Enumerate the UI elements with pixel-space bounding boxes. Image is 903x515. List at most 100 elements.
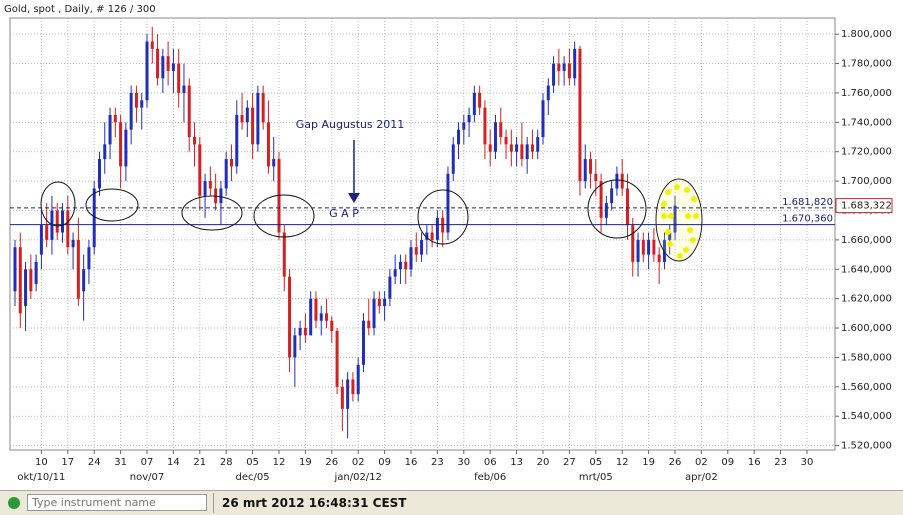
annotation: G A P <box>329 207 359 220</box>
candle-body <box>647 239 651 255</box>
candle-body <box>166 56 170 71</box>
candle-body <box>82 269 86 292</box>
x-tick-label: 14 <box>167 457 180 468</box>
candle-body <box>652 239 656 255</box>
y-tick-label: 1.520,000 <box>841 441 892 452</box>
x-tick-label: 30 <box>457 457 470 468</box>
circle <box>181 195 243 231</box>
candle-body <box>277 159 281 233</box>
x-tick-label: 19 <box>642 457 655 468</box>
x-tick-label: 24 <box>88 457 101 468</box>
candle-body <box>303 328 307 336</box>
candle-body <box>404 261 408 270</box>
candle-body <box>541 100 545 138</box>
candle-body <box>55 210 59 233</box>
candle-body <box>314 298 318 321</box>
candles <box>13 26 677 439</box>
candle-body <box>272 159 276 167</box>
timestamp: 26 mrt 2012 16:48:31 CEST <box>222 496 407 510</box>
dot <box>661 201 667 207</box>
y-tick-label: 1.700,000 <box>841 176 892 187</box>
status-icon[interactable] <box>8 497 20 509</box>
candle-body <box>504 137 508 145</box>
month-label: okt/10/11 <box>17 472 65 483</box>
x-tick-label: 19 <box>299 457 312 468</box>
month-label: dec/05 <box>236 472 270 483</box>
candle-body <box>615 173 619 189</box>
x-tick-label: 13 <box>510 457 523 468</box>
candle-body <box>546 85 550 101</box>
x-tick-label: 26 <box>669 457 682 468</box>
x-tick-label: 26 <box>325 457 338 468</box>
candle-body <box>129 92 133 130</box>
y-tick-label: 1.800,000 <box>841 29 892 40</box>
y-tick-label: 1.760,000 <box>841 88 892 99</box>
separator <box>213 493 214 513</box>
x-tick-label: 17 <box>61 457 74 468</box>
status-bar: 26 mrt 2012 16:48:31 CEST <box>0 490 903 515</box>
candle-body <box>13 247 17 292</box>
candle-body <box>119 122 123 167</box>
x-tick-label: 20 <box>537 457 550 468</box>
y-tick-label: 1.540,000 <box>841 411 892 422</box>
candle-body <box>478 92 482 108</box>
candle-body <box>625 188 629 226</box>
x-tick-label: 09 <box>378 457 391 468</box>
y-tick-label: 1.640,000 <box>841 264 892 275</box>
candle-body <box>235 114 239 167</box>
candle-body <box>414 247 418 255</box>
candle-body <box>457 129 461 145</box>
y-tick-label: 1.660,000 <box>841 235 892 246</box>
x-tick-label: 05 <box>589 457 602 468</box>
candle-body <box>29 269 33 292</box>
chart-title: Gold, spot , Daily, # 126 / 300 <box>4 4 156 15</box>
y-tick-label: 1.600,000 <box>841 323 892 334</box>
candle-body <box>441 217 445 233</box>
candle-body <box>451 144 455 174</box>
candle-body <box>604 203 608 218</box>
candle-body <box>673 205 677 233</box>
x-tick-label: 09 <box>721 457 734 468</box>
dot <box>683 247 689 253</box>
candle-body <box>641 239 645 255</box>
candle-body <box>261 92 265 123</box>
x-tick-label: 16 <box>748 457 761 468</box>
candle-body <box>346 379 350 409</box>
dot <box>685 213 691 219</box>
instrument-input[interactable] <box>27 494 207 511</box>
candle-body <box>367 320 371 329</box>
x-tick-label: 06 <box>484 457 497 468</box>
candle-body <box>520 144 524 160</box>
candle-body <box>589 159 593 174</box>
candle-body <box>393 269 397 277</box>
dot <box>687 227 693 233</box>
candle-body <box>330 320 334 331</box>
x-tick-label: 10 <box>35 457 48 468</box>
candle-body <box>124 129 128 167</box>
candle-body <box>76 239 80 299</box>
candle-body <box>462 122 466 130</box>
candle-body <box>282 232 286 277</box>
x-tick-label: 27 <box>563 457 576 468</box>
candle-body <box>240 114 244 123</box>
candle-body <box>383 298 387 306</box>
candle-body <box>45 225 49 240</box>
plot-frame <box>9 17 836 451</box>
candle-body <box>356 364 360 395</box>
month-label: jan/02/12 <box>333 472 381 483</box>
grid: 1.520,000 1.540,000 1.560,000 1.580,000 1.60… <box>10 18 892 483</box>
candle-body <box>425 232 429 240</box>
candle-body <box>208 181 212 189</box>
candle-body <box>24 269 28 306</box>
candle-body <box>430 232 434 240</box>
candle-body <box>66 210 70 248</box>
candle-body <box>293 335 297 358</box>
month-label: mrt/05 <box>579 472 613 483</box>
circle <box>587 179 647 239</box>
candle-body <box>515 144 519 152</box>
candle-body <box>203 181 207 196</box>
candle-body <box>266 122 270 167</box>
circle <box>655 178 703 262</box>
dot <box>684 187 690 193</box>
circle <box>253 194 315 238</box>
